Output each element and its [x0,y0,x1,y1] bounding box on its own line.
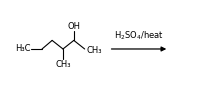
Text: OH: OH [67,22,80,31]
Text: H₃C: H₃C [15,45,30,53]
Text: CH₃: CH₃ [55,60,71,69]
Text: $\mathrm{H_2SO_4/heat}$: $\mathrm{H_2SO_4/heat}$ [114,29,164,42]
Text: CH₃: CH₃ [86,46,102,55]
